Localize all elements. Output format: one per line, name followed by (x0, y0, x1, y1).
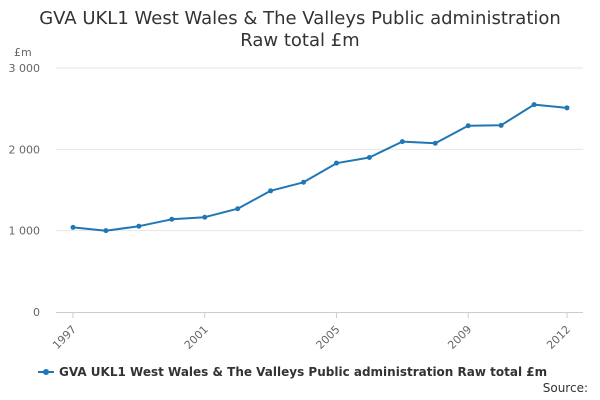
data-point (268, 188, 274, 194)
data-point (202, 214, 208, 220)
data-point (169, 216, 175, 222)
source-label: Source: (542, 381, 588, 395)
data-point (235, 206, 241, 212)
data-point (301, 179, 307, 185)
data-point (465, 123, 471, 129)
data-point (399, 139, 405, 145)
legend-swatch (38, 369, 54, 375)
data-point (366, 154, 372, 160)
x-tick-label: 2012 (544, 323, 573, 352)
y-tick-label: 3 000 (9, 62, 41, 75)
data-point (136, 223, 142, 229)
chart-title: GVA UKL1 West Wales & The Valleys Public… (39, 8, 561, 29)
y-axis-label: £m (14, 46, 32, 59)
y-tick-label: 2 000 (9, 143, 41, 156)
x-tick-label: 2001 (182, 323, 211, 352)
data-point (498, 122, 504, 128)
data-point (333, 160, 339, 166)
y-tick-label: 0 (33, 306, 40, 319)
x-tick-label: 2009 (445, 323, 474, 352)
data-point (103, 228, 109, 234)
x-tick-label: 1997 (50, 323, 79, 352)
data-point (531, 102, 537, 108)
chart-subtitle: Raw total £m (240, 30, 360, 51)
series-line (72, 103, 568, 232)
x-tick-label: 2005 (314, 323, 343, 352)
data-point (432, 140, 438, 146)
y-tick-label: 1 000 (9, 225, 41, 238)
data-point (564, 105, 570, 111)
legend-label: GVA UKL1 West Wales & The Valleys Public… (59, 365, 548, 379)
legend[interactable]: GVA UKL1 West Wales & The Valleys Public… (38, 365, 547, 379)
data-point (70, 224, 76, 230)
